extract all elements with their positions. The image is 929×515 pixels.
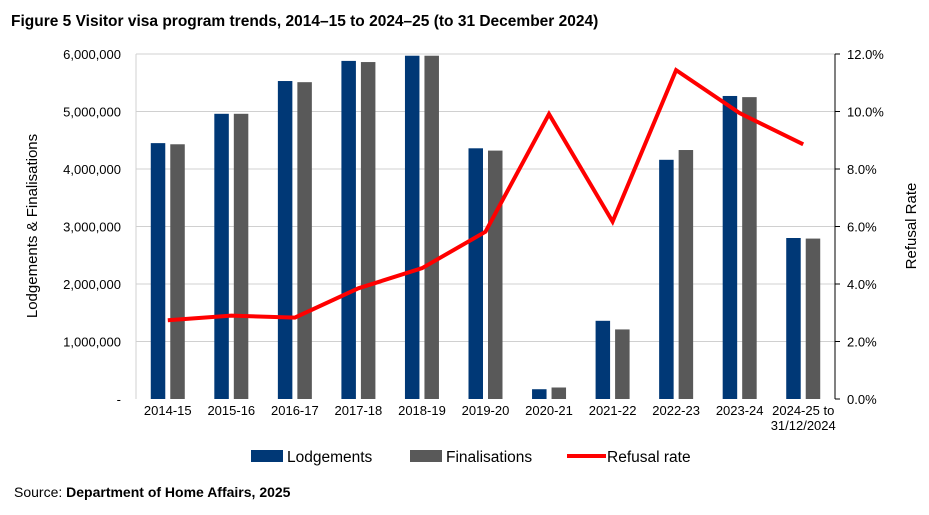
bar-finalisations [615,329,630,399]
left-axis-ticks: - 1,000,000 2,000,000 3,000,000 4,000,000 5,0… [63,47,121,407]
bar-finalisations [424,55,439,399]
bar-lodgements [532,389,547,399]
x-axis-tick-label: 2024-25 to [772,403,834,418]
right-axis-tick-label: 10.0% [847,105,884,120]
x-axis-tick-label: 31/12/2024 [771,418,836,433]
legend-label-lodgements: Lodgements [287,449,373,466]
bar-lodgements [468,148,483,399]
gridlines [136,53,835,342]
x-axis-tick-label: 2015-16 [207,403,255,418]
bar-lodgements [595,320,611,399]
bar-lodgements [277,81,293,400]
left-axis-title: Lodgements & Finalisations [24,134,41,318]
bar-finalisations [360,62,376,400]
bar-lodgements [404,55,420,399]
left-axis-tick-label: 2,000,000 [63,277,121,292]
legend-label-finalisations: Finalisations [446,449,532,466]
x-axis-tick-label: 2016-17 [271,403,319,418]
right-axis-ticks: 0.0% 2.0% 4.0% 6.0% 8.0% 10.0% 12.0% [847,47,884,407]
bar-lodgements [150,143,166,399]
bar-finalisations [297,82,312,400]
bar-finalisations [170,144,185,399]
legend-swatch-finalisations [410,450,442,462]
right-axis-tick-label: 6.0% [847,220,877,235]
bar-finalisations [551,387,567,399]
left-axis-tick-label: 3,000,000 [63,220,121,235]
right-axis-tick-label: 8.0% [847,162,877,177]
x-axis-tick-label: 2014-15 [144,403,192,418]
left-axis-tick-label: 4,000,000 [63,162,121,177]
bars [150,55,821,400]
legend: Lodgements Finalisations Refusal rate [251,449,691,466]
x-axis-tick-label: 2017-18 [335,403,383,418]
x-axis-tick-label: 2019-20 [462,403,510,418]
right-axis-tick-label: 4.0% [847,277,877,292]
left-axis-tick-label: 5,000,000 [63,105,121,120]
source-note: Source: Department of Home Affairs, 2025 [14,484,290,500]
right-axis-title: Refusal Rate [903,183,920,270]
refusal-rate-line [167,67,805,323]
x-axis-ticks: 2014-15 2015-16 2016-17 2017-18 2018-19 2019-… [144,403,836,433]
legend-swatch-lodgements [251,450,283,462]
x-axis-tick-label: 2022-23 [652,403,700,418]
x-axis-tick-label: 2020-21 [525,403,573,418]
source-label: Source: [14,484,63,500]
right-axis-tick-label: 0.0% [847,392,877,407]
bar-lodgements [341,60,356,400]
bar-lodgements [214,113,229,400]
bar-lodgements [786,238,801,399]
right-axis-tick-label: 12.0% [847,47,884,62]
figure-title: Figure 5 Visitor visa program trends, 20… [11,13,599,30]
x-axis-tick-label: 2021-22 [589,403,637,418]
source-text: Department of Home Affairs, 2025 [66,484,291,500]
left-axis-tick-label: 6,000,000 [63,47,121,62]
left-axis-tick-label: - [117,392,121,407]
bar-finalisations [488,150,503,399]
x-axis-tick-label: 2018-19 [398,403,446,418]
bar-finalisations [233,113,249,400]
bar-lodgements [659,159,674,399]
x-axis-tick-label: 2023-24 [716,403,764,418]
left-axis-tick-label: 1,000,000 [63,335,121,350]
bar-finalisations [805,238,821,399]
right-axis-tick-label: 2.0% [847,335,877,350]
axes [135,53,840,400]
bar-finalisations [678,150,694,399]
bar-lodgements [722,95,738,399]
bar-finalisations [742,97,757,399]
refusal-rate-line-group [167,67,805,323]
legend-label-refusal-rate: Refusal rate [607,449,691,466]
